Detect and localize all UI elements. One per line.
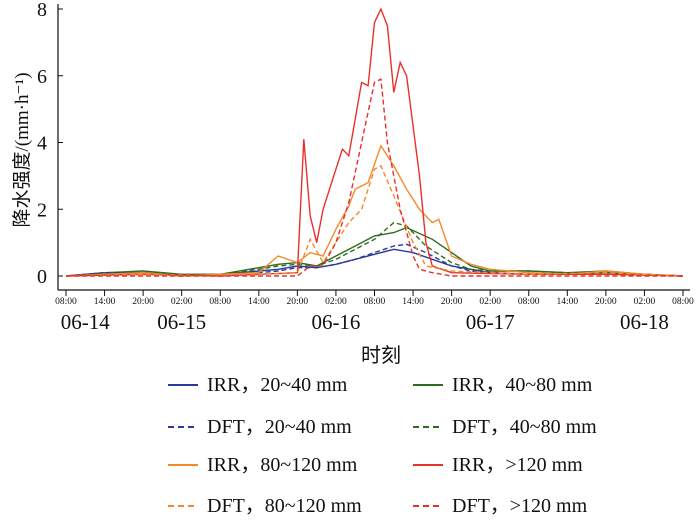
legend-label: DFT，20~40 mm bbox=[207, 416, 352, 438]
series-lines bbox=[65, 7, 684, 277]
x-tick-label: 14:00 bbox=[248, 297, 270, 307]
y-tick-label: 2 bbox=[37, 199, 47, 221]
legend-label: IRR，>120 mm bbox=[452, 454, 583, 476]
x-tick-label: 02:00 bbox=[325, 297, 347, 307]
x-tick-label: 14:00 bbox=[556, 297, 578, 307]
y-axis-label: 降水强度/(mm·h⁻¹) bbox=[11, 72, 33, 227]
y-tick-label: 4 bbox=[37, 133, 47, 155]
x-tick-label: 08:00 bbox=[518, 297, 540, 307]
legend-label: IRR，40~80 mm bbox=[452, 374, 593, 396]
y-tick-label: 6 bbox=[37, 66, 47, 88]
x-tick-label: 02:00 bbox=[171, 297, 193, 307]
x-tick-label: 14:00 bbox=[402, 297, 424, 307]
series-line bbox=[65, 221, 684, 277]
axes: 0 2 4 6 8 08:00 14:00 20:00 02:00 08:00 14:00 20:00… bbox=[37, 0, 694, 334]
x-tick-label: 20:00 bbox=[441, 297, 463, 307]
x-tick-label: 08:00 bbox=[55, 297, 77, 307]
series-line bbox=[65, 226, 684, 277]
date-label: 06-18 bbox=[620, 310, 669, 334]
date-label: 06-16 bbox=[311, 310, 360, 334]
x-tick-label: 20:00 bbox=[595, 297, 617, 307]
x-tick-label: 08:00 bbox=[364, 297, 386, 307]
x-tick-label: 08:00 bbox=[209, 297, 231, 307]
x-tick-label: 20:00 bbox=[132, 297, 154, 307]
y-tick-label: 0 bbox=[37, 266, 47, 288]
x-tick-label: 08:00 bbox=[672, 297, 694, 307]
x-tick-label: 02:00 bbox=[634, 297, 656, 307]
series-line bbox=[65, 164, 684, 277]
x-tick-label: 14:00 bbox=[94, 297, 116, 307]
legend: IRR，20~40 mm IRR，40~80 mm DFT，20~40 mm DFT，… bbox=[168, 374, 597, 517]
x-axis-label: 时刻 bbox=[361, 344, 401, 367]
legend-label: DFT，40~80 mm bbox=[452, 416, 597, 438]
legend-label: DFT，80~120 mm bbox=[207, 495, 362, 517]
legend-label: IRR，80~120 mm bbox=[207, 454, 358, 476]
date-label: 06-17 bbox=[466, 310, 515, 334]
series-line bbox=[66, 78, 683, 277]
legend-label: IRR，20~40 mm bbox=[207, 374, 348, 396]
x-tick-label: 20:00 bbox=[287, 297, 309, 307]
x-tick-label: 02:00 bbox=[479, 297, 501, 307]
series-line bbox=[65, 144, 684, 277]
legend-label: DFT，>120 mm bbox=[452, 495, 588, 517]
y-tick-label: 8 bbox=[37, 0, 47, 21]
date-label: 06-15 bbox=[157, 310, 206, 334]
date-label: 06-14 bbox=[61, 310, 110, 334]
series-line bbox=[65, 7, 684, 277]
